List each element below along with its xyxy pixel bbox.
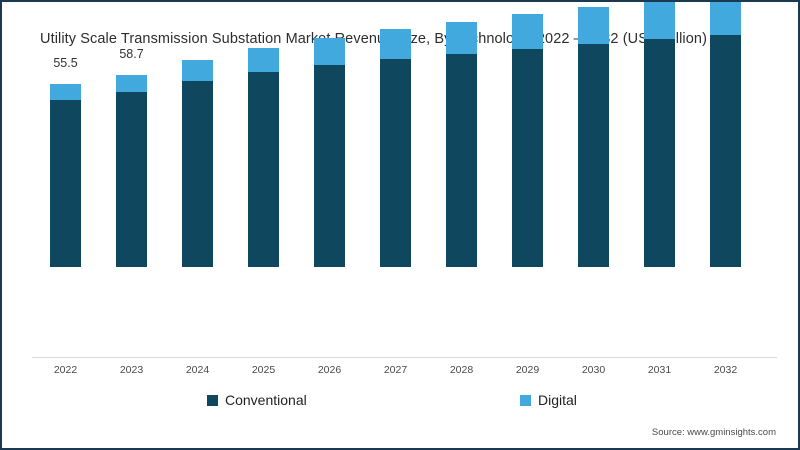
bar-2032[interactable]: [710, 2, 741, 267]
bar-segment-digital: [50, 84, 81, 100]
bar-segment-conventional: [248, 72, 279, 267]
bar-segment-digital: [710, 2, 741, 35]
bar-2028[interactable]: [446, 22, 477, 267]
bar-segment-digital: [644, 2, 675, 39]
bar-segment-conventional: [314, 65, 345, 267]
bar-value-label-2023: 58.7: [119, 47, 144, 61]
bar-segment-digital: [116, 75, 147, 92]
x-axis-line: [32, 357, 777, 358]
bar-segment-conventional: [50, 100, 81, 267]
bar-segment-conventional: [578, 44, 609, 267]
bar-segment-conventional: [380, 59, 411, 267]
bar-2030[interactable]: [578, 7, 609, 267]
plot-area: 2022 2023 2024 2025 2026 2027 2028 2029 2030 2031…: [2, 2, 798, 376]
bar-segment-digital: [578, 7, 609, 44]
x-tick-2031: 2031: [647, 364, 672, 376]
bar-2024[interactable]: [182, 60, 213, 267]
x-tick-2027: 2027: [383, 364, 408, 376]
bar-segment-conventional: [512, 49, 543, 267]
bar-segment-conventional: [644, 39, 675, 267]
bar-2026[interactable]: [314, 38, 345, 267]
legend-item-conventional[interactable]: Conventional: [207, 392, 307, 408]
bar-2031[interactable]: [644, 2, 675, 267]
bar-segment-digital: [380, 29, 411, 59]
bar-segment-conventional: [446, 54, 477, 267]
legend-label-conventional: Conventional: [225, 392, 307, 408]
bar-segment-conventional: [710, 35, 741, 267]
x-tick-2026: 2026: [317, 364, 342, 376]
chart-legend: Conventional Digital: [2, 392, 798, 416]
bar-segment-conventional: [182, 81, 213, 267]
legend-item-digital[interactable]: Digital: [520, 392, 577, 408]
x-tick-2023: 2023: [119, 364, 144, 376]
x-tick-2029: 2029: [515, 364, 540, 376]
bar-2025[interactable]: [248, 48, 279, 267]
bar-segment-digital: [248, 48, 279, 72]
bar-2029[interactable]: [512, 14, 543, 267]
bar-segment-digital: [512, 14, 543, 49]
bar-2022[interactable]: [50, 84, 81, 267]
x-tick-2025: 2025: [251, 364, 276, 376]
legend-swatch-digital-icon: [520, 394, 531, 406]
x-tick-2032: 2032: [713, 364, 738, 376]
x-tick-2022: 2022: [53, 364, 78, 376]
bar-value-label-2022: 55.5: [53, 56, 78, 70]
legend-swatch-conventional-icon: [207, 394, 218, 406]
x-tick-2030: 2030: [581, 364, 606, 376]
bar-segment-digital: [446, 22, 477, 54]
source-note: Source: www.gminsights.com: [651, 427, 776, 438]
bar-segment-digital: [314, 38, 345, 65]
bar-segment-digital: [182, 60, 213, 81]
x-tick-2024: 2024: [185, 364, 210, 376]
legend-label-digital: Digital: [538, 392, 577, 408]
bar-2027[interactable]: [380, 29, 411, 267]
bar-segment-conventional: [116, 92, 147, 267]
x-tick-2028: 2028: [449, 364, 474, 376]
bar-2023[interactable]: [116, 75, 147, 267]
